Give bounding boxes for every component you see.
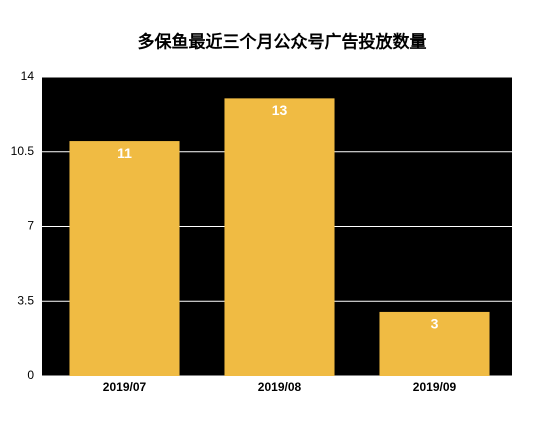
y-tick-label: 0 [27,368,34,382]
value-label: 13 [272,102,288,118]
bar [379,311,490,376]
y-tick-label: 14 [21,69,35,83]
x-tick-label: 2019/08 [258,380,302,394]
y-tick-label: 7 [27,219,34,233]
x-tick-label: 2019/07 [103,380,147,394]
value-label: 3 [431,316,439,332]
y-tick-label: 3.5 [17,293,34,307]
value-label: 11 [117,145,132,161]
x-tick-label: 2019/09 [413,380,457,394]
bar [69,141,180,376]
y-tick-label: 10.5 [11,144,35,158]
bar [224,98,335,376]
chart-title: 多保鱼最近三个月公众号广告投放数量 [138,31,427,51]
